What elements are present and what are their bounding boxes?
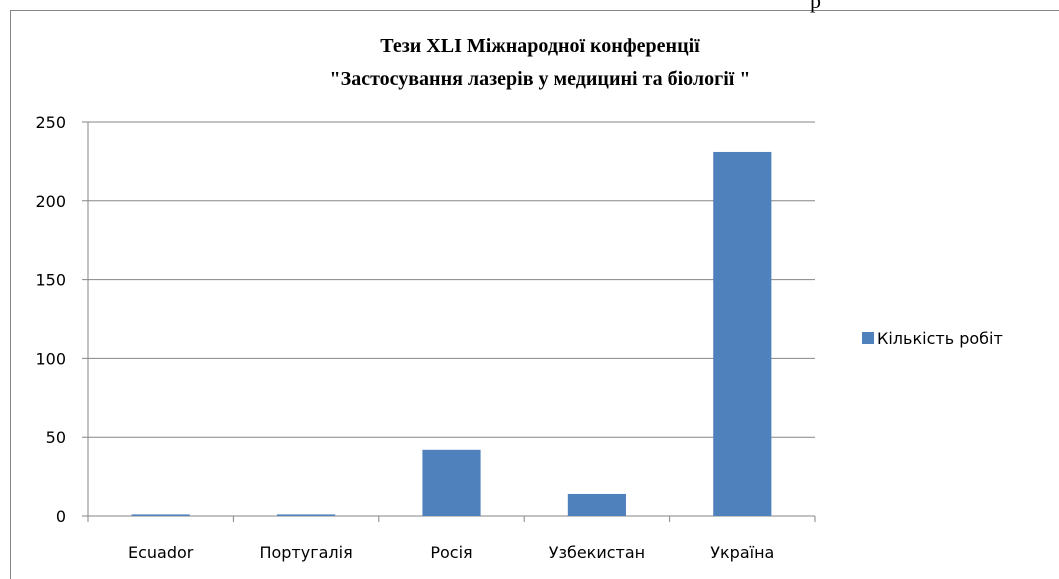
bar bbox=[131, 514, 190, 516]
y-tick-label: 150 bbox=[35, 271, 66, 290]
legend-label: Кількість робіт bbox=[877, 329, 1003, 348]
y-tick-label: 50 bbox=[46, 428, 66, 447]
chart-title: Тези XLI Міжнародної конференції bbox=[380, 35, 700, 57]
page-fragment: р bbox=[810, 0, 821, 13]
x-tick-label: Україна bbox=[710, 543, 774, 562]
legend-swatch bbox=[862, 332, 874, 344]
chart-title: "Застосування лазерів у медицині та біол… bbox=[330, 68, 751, 90]
x-tick-label: Ecuador bbox=[128, 543, 194, 562]
x-tick-label: Португалія bbox=[259, 543, 352, 562]
bar bbox=[713, 151, 772, 516]
x-tick-label: Узбекистан bbox=[549, 543, 645, 562]
y-tick-label: 200 bbox=[35, 192, 66, 211]
chart-border bbox=[10, 10, 1059, 579]
bar bbox=[277, 514, 336, 516]
x-tick-label: Росія bbox=[430, 543, 472, 562]
y-tick-label: 250 bbox=[35, 113, 66, 132]
bar bbox=[422, 449, 481, 516]
y-tick-label: 0 bbox=[56, 507, 66, 526]
bar bbox=[567, 493, 626, 516]
y-tick-label: 100 bbox=[35, 349, 66, 368]
